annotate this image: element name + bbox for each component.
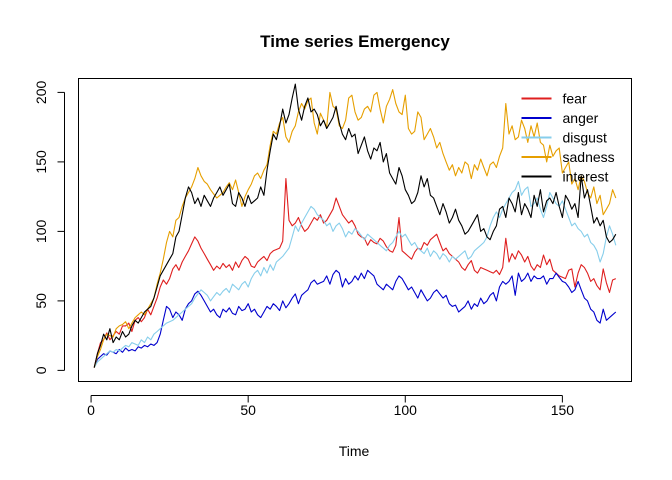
- y-tick-label: 100: [33, 219, 49, 243]
- series-line-interest: [93, 83, 617, 368]
- series-line-anger: [93, 269, 617, 368]
- legend-label-anger: anger: [563, 110, 599, 126]
- y-axis: 0 50 100 150 200: [33, 81, 65, 374]
- y-tick-label: 50: [33, 293, 49, 309]
- legend: fear anger disgust sadness interest: [521, 91, 615, 185]
- legend-label-fear: fear: [563, 91, 587, 107]
- y-tick-label: 200: [33, 81, 49, 105]
- x-tick-label: 0: [87, 402, 95, 418]
- series-lines: [93, 83, 617, 368]
- y-tick-label: 0: [33, 366, 49, 374]
- chart-title: Time series Emergency: [260, 32, 450, 51]
- series-line-fear: [93, 178, 617, 368]
- legend-label-disgust: disgust: [563, 130, 607, 146]
- x-tick-label: 50: [240, 402, 256, 418]
- series-line-disgust: [93, 180, 617, 368]
- x-axis: 0 50 100 150: [87, 395, 575, 418]
- legend-label-interest: interest: [563, 169, 609, 185]
- y-tick-label: 150: [33, 150, 49, 174]
- x-axis-label: Time: [339, 443, 370, 459]
- legend-label-sadness: sadness: [563, 149, 615, 165]
- x-tick-label: 100: [394, 402, 418, 418]
- x-tick-label: 150: [551, 402, 575, 418]
- plot-frame: [78, 78, 632, 382]
